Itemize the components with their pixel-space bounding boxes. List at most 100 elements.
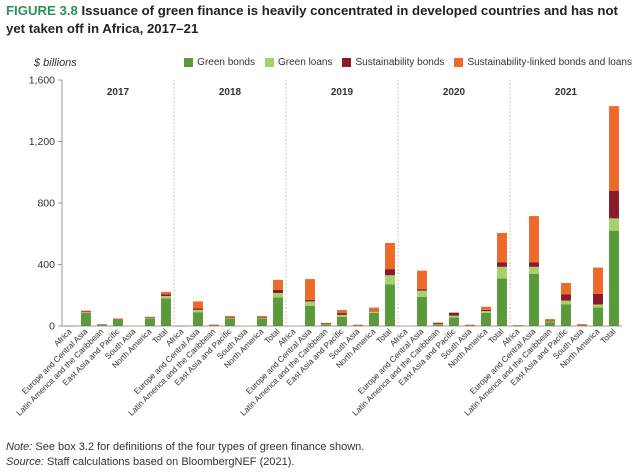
bar-segment [609,218,619,231]
bar-segment [609,106,619,191]
bar-segment [593,293,603,305]
y-tick-label: 1,200 [29,136,55,148]
bar-segment [289,325,299,327]
bar-segment [497,232,507,263]
bar-segment [593,307,603,326]
chart-title: FIGURE 3.8 Issuance of green finance is … [6,2,636,38]
category-label: Total [599,327,618,346]
legend-item: Sustainability-linked bonds and loans [454,57,632,68]
bar-segment [353,324,363,326]
bar-segment [193,312,203,326]
bar-segment [545,321,555,323]
bar-segment [433,324,443,325]
bar-segment [257,317,267,318]
bar-segment [545,322,555,326]
legend-swatch [342,58,352,67]
year-label: 2017 [107,87,130,98]
bar-segment [465,324,475,326]
bar-segment [577,325,587,326]
bar-segment [113,318,123,320]
bar-segment [193,309,203,313]
bar-segment [417,290,427,297]
y-tick-label: 400 [37,259,55,271]
y-tick-label: 800 [37,198,55,210]
bar-segment [609,190,619,219]
legend-label: Sustainability bonds [355,57,445,68]
legend-label: Green loans [278,57,333,68]
bar-segment [81,310,91,312]
year-label: 2021 [555,87,578,98]
bar-segment [225,316,235,318]
bar-segment [321,322,331,324]
legend-item: Sustainability bonds [342,57,444,68]
bar-segment [401,325,411,327]
bar-segment [321,323,331,325]
bar-segment [577,324,587,326]
bar-segment [145,317,155,318]
bar-segment [81,312,91,313]
bar-segment [209,325,219,326]
figure-number: FIGURE 3.8 [6,3,78,18]
bar-segment [337,316,347,326]
bar-segment [145,317,155,319]
footnote: Note: See box 3.2 for definitions of the… [6,440,364,455]
source-text: Staff calculations based on BloombergNEF… [46,456,295,468]
bar-segment [481,312,491,326]
y-tick-label: 0 [49,321,55,333]
bar-segment [513,325,523,326]
source-line: Source: Staff calculations based on Bloo… [6,455,364,470]
bar-segment [529,216,539,263]
bar-segment [257,318,267,326]
legend-label: Sustainability-linked bonds and loans [467,57,632,68]
bar-segment [369,310,379,312]
bar-segment [369,312,379,326]
bar-segment [129,325,139,326]
bar-segment [449,317,459,326]
bar-segment [369,307,379,311]
bar-segment [337,314,347,317]
bar-segment [65,325,75,327]
bar-segment [417,270,427,290]
chart-footer: Note: See box 3.2 for definitions of the… [6,440,364,470]
bar-segment [385,269,395,276]
bar-segment [561,282,571,295]
year-label: 2020 [443,87,466,98]
bar-segment [337,310,347,314]
bar-segment [273,297,283,326]
bar-segment [593,267,603,294]
bar-segment [385,242,395,270]
bar-segment [273,292,283,298]
bar-segment [161,296,171,299]
bar-segment [305,279,315,300]
bar-segment [417,289,427,291]
bar-segment [529,273,539,326]
source-label: Source: [6,456,44,468]
bar-segment [81,312,91,326]
bar-segment [433,322,443,324]
bar-segment [161,291,171,295]
year-label: 2018 [219,87,242,98]
bar-segment [433,322,443,325]
bar-segment [113,319,123,320]
bar-segment [225,318,235,326]
bar-segment [113,319,123,326]
bar-segment [321,324,331,326]
legend-swatch [265,58,274,67]
legend-swatch [184,58,194,67]
bar-segment [433,324,443,326]
bar-segment [305,301,315,307]
chart-legend: Green bonds Green loans Sustainability bon… [184,57,632,68]
legend-item: Green loans [265,57,332,68]
bar-segment [497,278,507,326]
bar-segment [545,320,555,322]
bar-segment [577,324,587,326]
bar-segment [545,319,555,321]
note-text: See box 3.2 for definitions of the four … [35,441,365,453]
bar-segment [257,316,267,318]
bar-segment [145,316,155,318]
bar-segment [593,304,603,308]
bar-segment [417,296,427,326]
bar-segment [321,324,331,325]
bar-segment [577,324,587,325]
